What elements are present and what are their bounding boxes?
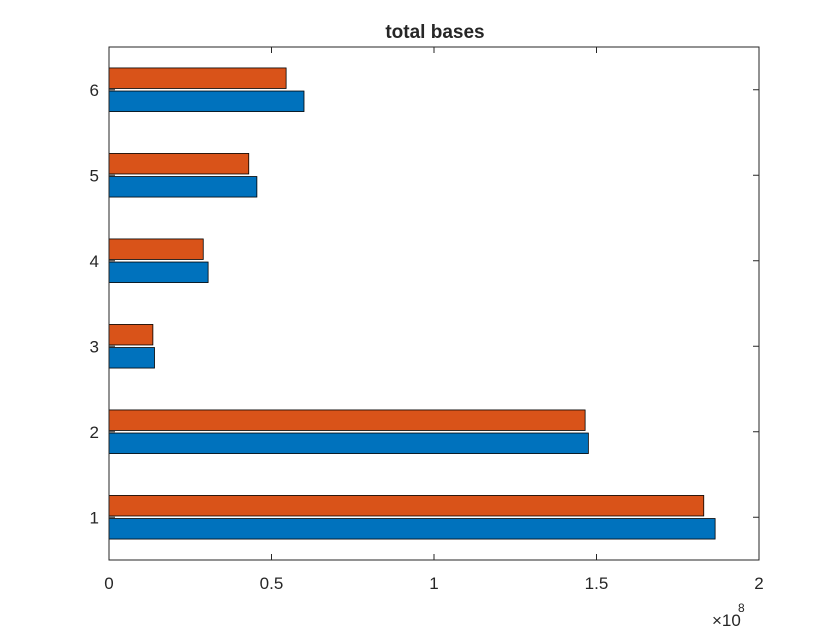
bar-series2-cat1 — [108, 495, 705, 517]
x-tick-label: 0.5 — [260, 574, 284, 593]
bars-group — [108, 67, 716, 540]
x-tick-label: 2 — [754, 574, 763, 593]
y-tick-label: 2 — [90, 423, 99, 442]
bar-series1-cat1 — [108, 518, 716, 540]
bar-series1-cat3 — [108, 347, 155, 369]
y-tick-label: 6 — [90, 81, 99, 100]
x-exponent-power: 8 — [738, 601, 745, 615]
bar-series1-cat2 — [108, 432, 589, 454]
y-tick-label: 1 — [90, 508, 99, 527]
bar-series2-cat2 — [108, 409, 586, 431]
plot-frame — [108, 46, 760, 561]
bar-series1-cat4 — [108, 261, 209, 283]
x-tick-label: 1.5 — [585, 574, 609, 593]
bar-series2-cat5 — [108, 153, 250, 175]
y-tick-label: 3 — [90, 337, 99, 356]
x-exponent-base: ×10 — [712, 611, 741, 630]
bar-series1-cat5 — [108, 176, 258, 198]
x-tick-label: 1 — [429, 574, 438, 593]
ticks-group — [108, 47, 760, 560]
x-tick-labels: 0 0.5 1 1.5 2 — [104, 574, 763, 593]
x-tick-label: 0 — [104, 574, 113, 593]
y-tick-label: 4 — [90, 252, 99, 271]
bar-series2-cat6 — [108, 67, 287, 89]
y-tick-label: 5 — [90, 166, 99, 185]
bar-series2-cat4 — [108, 238, 204, 260]
bar-series1-cat6 — [108, 90, 305, 112]
y-tick-labels: 1 2 3 4 5 6 — [90, 81, 99, 528]
bar-series2-cat3 — [108, 324, 154, 346]
chart-title: total bases — [385, 22, 484, 43]
